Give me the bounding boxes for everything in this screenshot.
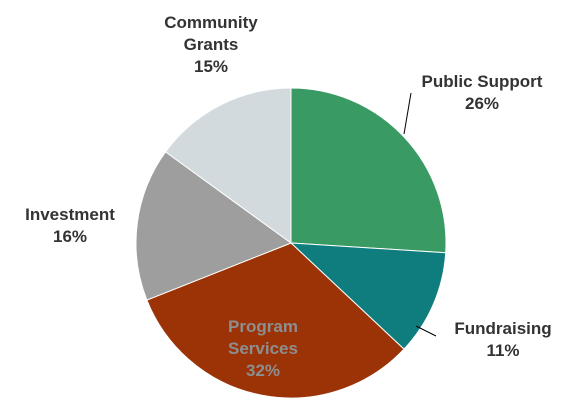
slice-name-investment: Investment [25, 205, 115, 224]
slice-name-program-services: Services [228, 339, 298, 358]
slice-percent-community-grants: 15% [194, 57, 228, 76]
slice-name-community-grants: Grants [184, 35, 239, 54]
pie-slice-investment [135, 151, 293, 301]
pie-slice-public-support [290, 87, 447, 254]
slice-percent-fundraising: 11% [486, 341, 519, 360]
slice-label-community-grants: Community Grants 15% [164, 13, 258, 76]
pie-slice-community-grants [164, 87, 292, 244]
leader-line-public-support [403, 92, 412, 135]
slice-name-program-services: Program [228, 317, 298, 336]
slice-percent-public-support: 26% [465, 94, 499, 113]
slice-labels: Public Support 26% Fundraising 11% Program Se… [25, 13, 552, 380]
slice-percent-investment: 16% [53, 227, 87, 246]
pie-slice-fundraising [289, 242, 447, 350]
slice-name-community-grants: Community [164, 13, 258, 32]
slice-label-public-support: Public Support 26% [422, 72, 543, 113]
slice-label-fundraising: Fundraising 11% [454, 319, 551, 360]
pie-slices [135, 87, 447, 399]
leader-line-fundraising [415, 325, 437, 337]
slice-label-investment: Investment 16% [25, 205, 115, 246]
slice-name-public-support: Public Support [422, 72, 543, 91]
slice-label-program-services: Program Services 32% [228, 317, 298, 380]
slice-name-fundraising: Fundraising [454, 319, 551, 338]
pie-slice-program-services [146, 242, 405, 399]
slice-percent-program-services: 32% [246, 361, 280, 380]
leader-lines [403, 92, 437, 337]
